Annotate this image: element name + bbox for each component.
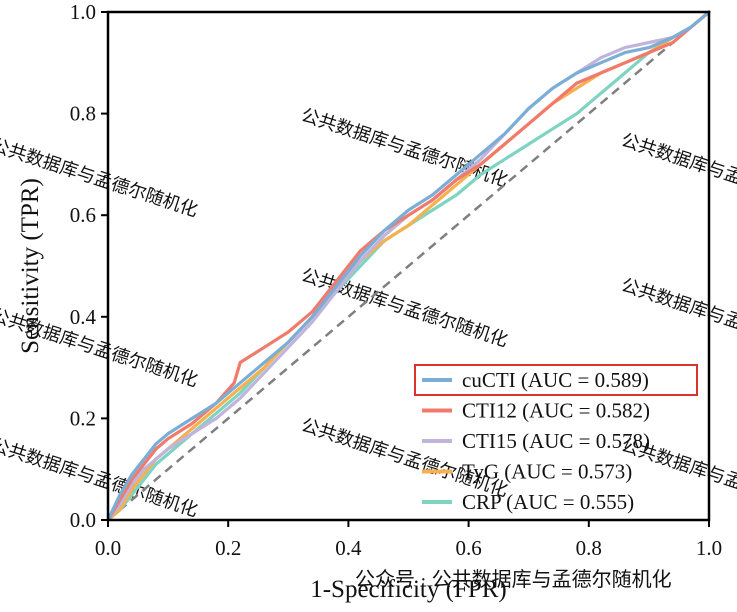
series-line-cucti xyxy=(106,10,711,522)
series-line-cti15 xyxy=(106,10,711,522)
y-tick-label: 0.2 xyxy=(70,406,96,430)
watermark-text: 公共数据库与孟德尔随机化 xyxy=(299,265,511,351)
x-axis-ticks: 0.0 0.2 0.4 0.6 0.8 1.0 xyxy=(95,520,722,560)
x-tick-label: 0.6 xyxy=(455,536,481,560)
watermark-text: 公共数据库与孟德尔随机化 xyxy=(299,415,511,501)
watermark-text: 公共数据库与孟德尔随机化 xyxy=(619,275,737,361)
x-axis-title: 1-Specificity (FPR) xyxy=(310,576,507,603)
reference-diagonal-line xyxy=(107,11,710,521)
legend-label-crp: CRP (AUC = 0.555) xyxy=(462,490,634,514)
legend-highlight-box xyxy=(414,364,698,396)
watermark-layer: 公共数据库与孟德尔随机化 公共数据库与孟德尔随机化 公共数据库与孟德尔随机化公共数据… xyxy=(0,105,737,521)
y-tick-label: 0.0 xyxy=(70,508,96,532)
y-tick-label: 0.8 xyxy=(70,102,96,126)
y-tick-label: 0.4 xyxy=(70,305,97,329)
reference-diagonal xyxy=(107,11,710,521)
watermark-text: 公共数据库与孟德尔随机化 xyxy=(619,130,737,216)
plot-frame xyxy=(106,10,711,522)
legend: cuCTI (AUC = 0.589) CTI12 (AUC = 0.582) CT… xyxy=(414,364,698,514)
footer-watermark: 公众号 · 公共数据库与孟德尔随机化 xyxy=(355,568,672,591)
x-tick-label: 0.0 xyxy=(95,536,121,560)
series-line-cti12 xyxy=(106,10,711,522)
legend-label-cucti: cuCTI (AUC = 0.589) xyxy=(462,368,649,392)
x-tick-label: 1.0 xyxy=(696,536,722,560)
legend-label-cti15: CTI15 (AUC = 0.578) xyxy=(462,429,650,453)
legend-label-tyg: TyG (AUC = 0.573) xyxy=(462,460,632,484)
y-tick-label: 1.0 xyxy=(70,0,96,24)
y-tick-label: 0.6 xyxy=(70,203,96,227)
legend-label-cti12: CTI12 (AUC = 0.582) xyxy=(462,399,650,423)
series-layer xyxy=(106,10,711,522)
x-tick-label: 0.2 xyxy=(215,536,241,560)
y-axis-ticks: 0.0 0.2 0.4 0.6 0.8 1.0 xyxy=(70,0,108,532)
y-axis-title: Sensitivity (TPR) xyxy=(17,178,44,354)
x-tick-label: 0.8 xyxy=(576,536,602,560)
x-tick-label: 0.4 xyxy=(335,536,362,560)
